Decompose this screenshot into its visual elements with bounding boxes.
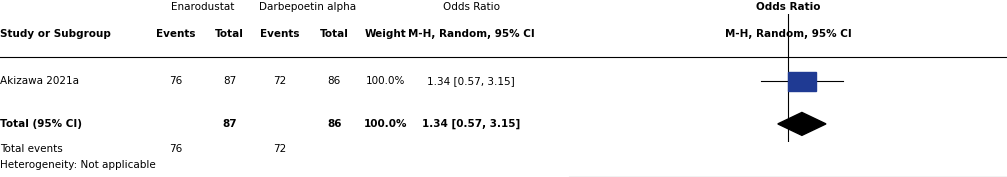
Text: Events: Events: [260, 29, 300, 39]
Text: 86: 86: [327, 119, 341, 129]
Text: Enarodustat: Enarodustat: [171, 2, 235, 12]
Polygon shape: [777, 112, 826, 135]
Text: Total events: Total events: [0, 144, 62, 154]
Text: 76: 76: [169, 76, 183, 86]
Text: Heterogeneity: Not applicable: Heterogeneity: Not applicable: [0, 160, 156, 170]
Text: Study or Subgroup: Study or Subgroup: [0, 29, 111, 39]
Text: 86: 86: [327, 76, 341, 86]
Text: 72: 72: [273, 144, 287, 154]
Text: 1.34 [0.57, 3.15]: 1.34 [0.57, 3.15]: [422, 119, 521, 129]
Text: 76: 76: [169, 144, 183, 154]
Text: Events: Events: [156, 29, 196, 39]
Text: Total (95% CI): Total (95% CI): [0, 119, 82, 129]
Text: 100.0%: 100.0%: [364, 119, 408, 129]
Text: 87: 87: [223, 119, 237, 129]
Text: 1.34 [0.57, 3.15]: 1.34 [0.57, 3.15]: [427, 76, 516, 86]
Text: Akizawa 2021a: Akizawa 2021a: [0, 76, 79, 86]
Text: Weight: Weight: [365, 29, 407, 39]
Text: Total: Total: [215, 29, 244, 39]
Text: M-H, Random, 95% CI: M-H, Random, 95% CI: [725, 29, 851, 39]
Text: Total: Total: [320, 29, 348, 39]
Text: Odds Ratio: Odds Ratio: [443, 2, 499, 12]
Text: Darbepoetin alpha: Darbepoetin alpha: [259, 2, 355, 12]
Text: 100.0%: 100.0%: [366, 76, 406, 86]
Text: M-H, Random, 95% CI: M-H, Random, 95% CI: [408, 29, 535, 39]
Text: 72: 72: [273, 76, 287, 86]
Bar: [787, 72, 816, 91]
Text: Odds Ratio: Odds Ratio: [755, 2, 821, 12]
Text: 87: 87: [223, 76, 237, 86]
